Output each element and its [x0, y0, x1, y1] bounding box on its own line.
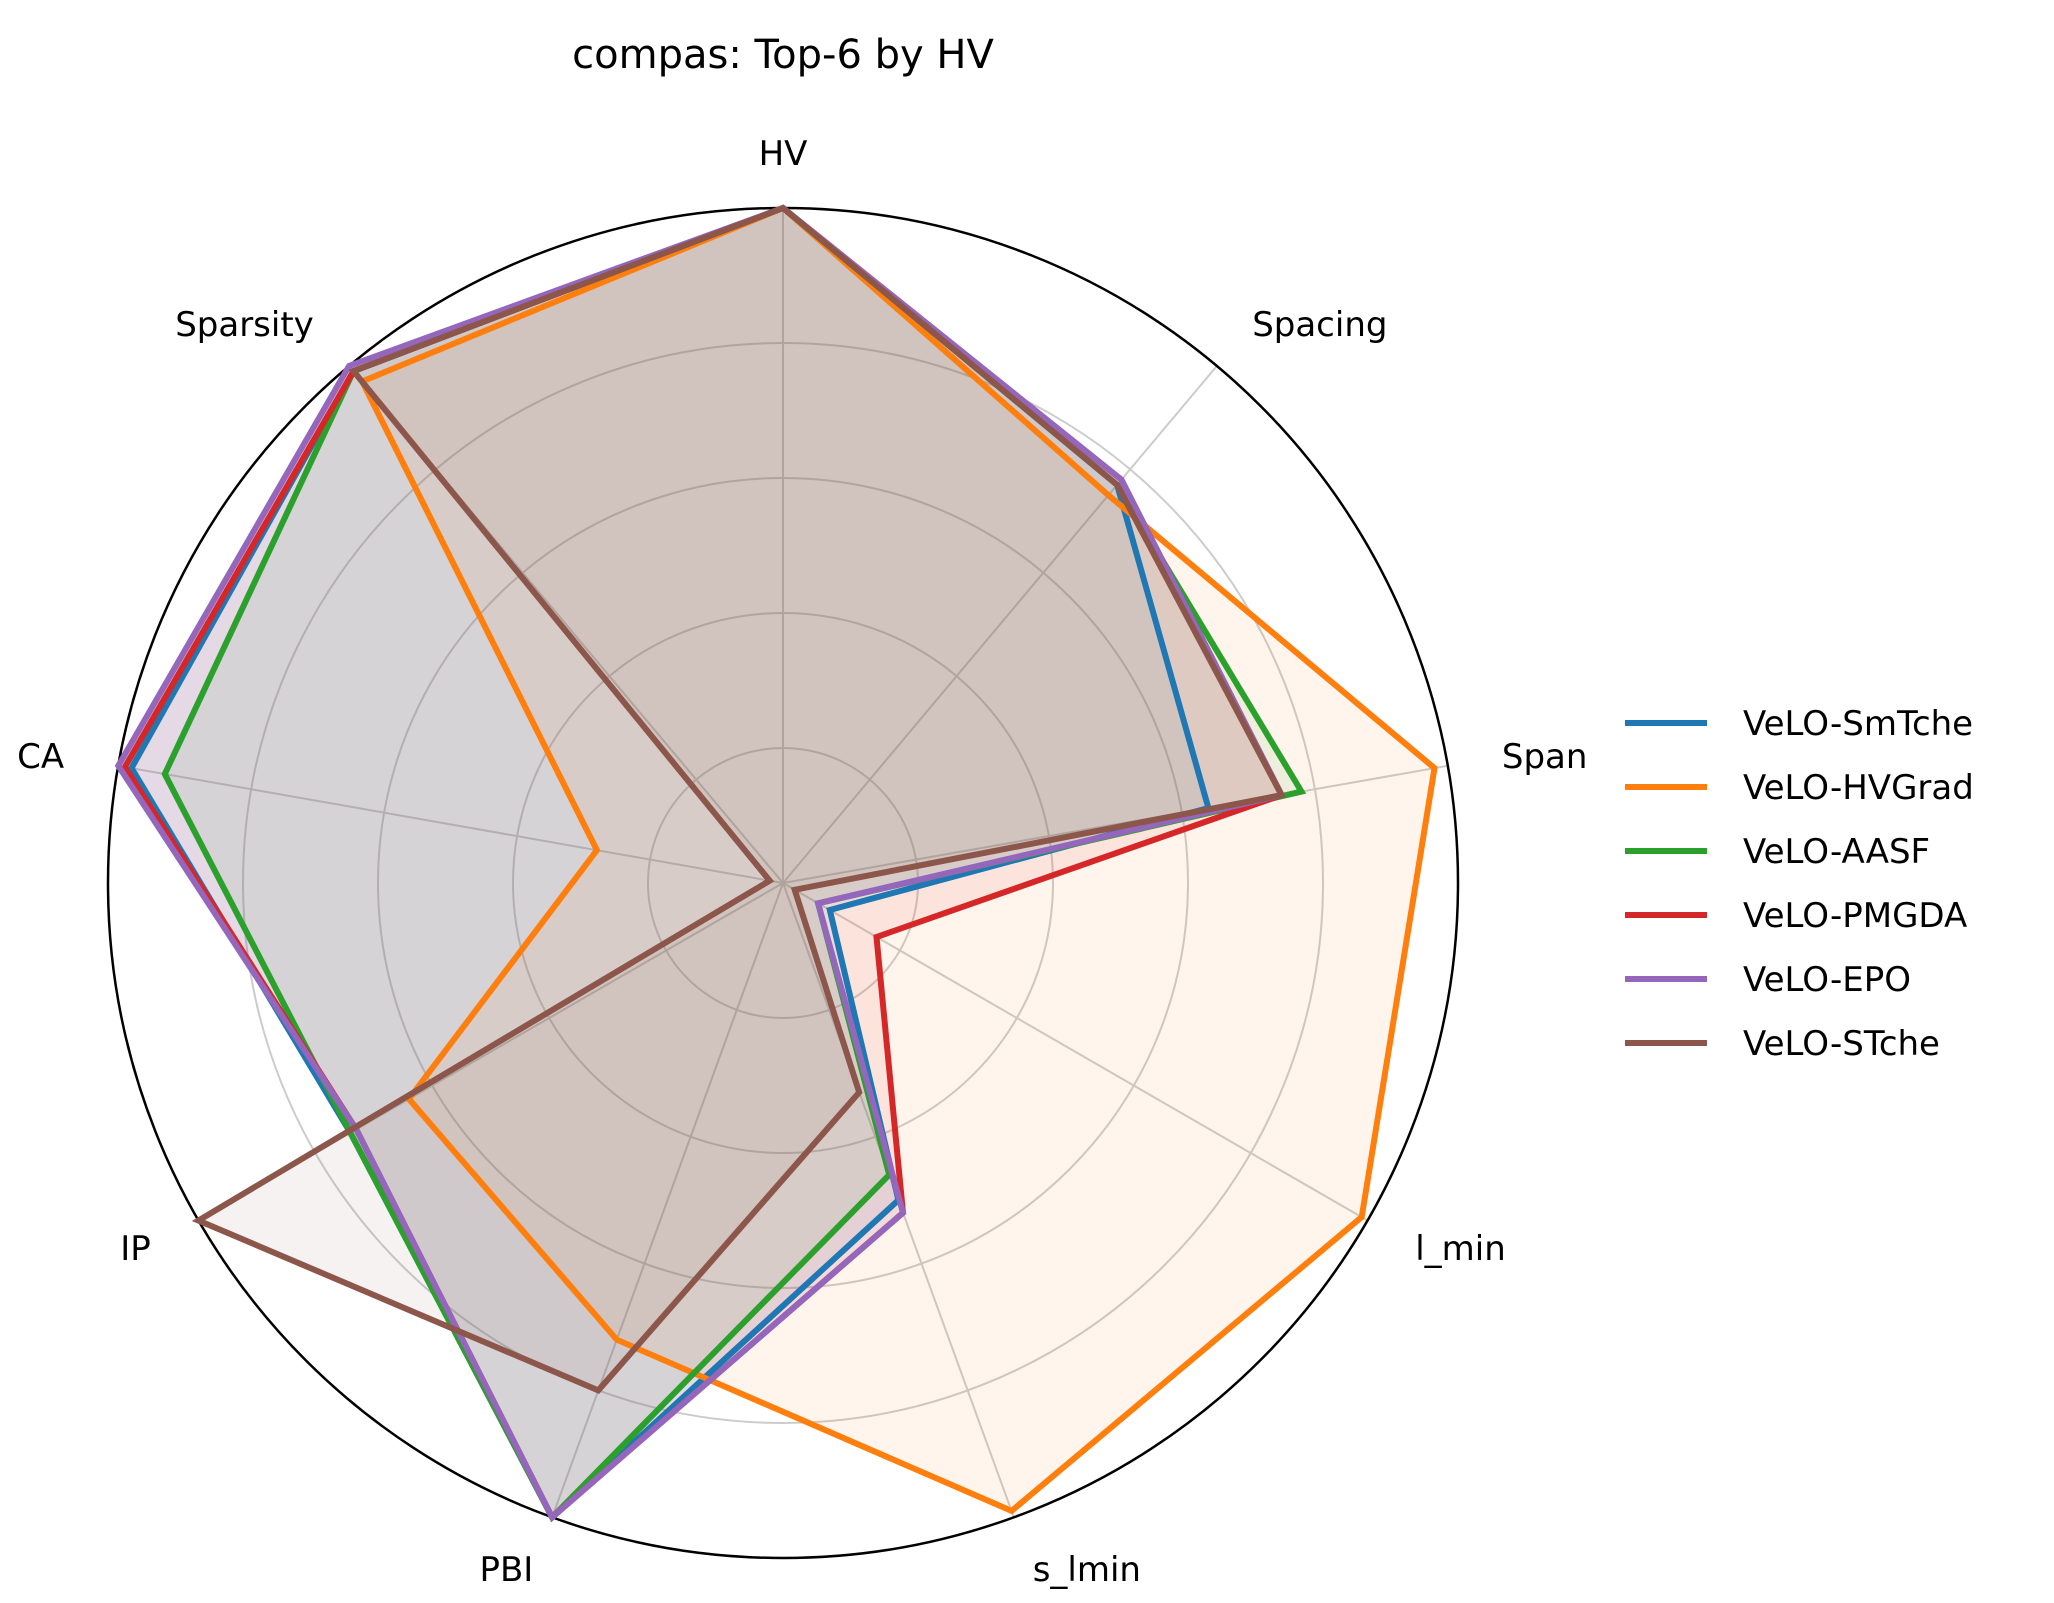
series-line-velo-stche: [191, 204, 1287, 1395]
legend-label: VeLO-PMGDA: [1743, 896, 1967, 936]
legend-item-velo-pmgda: VeLO-PMGDA: [1625, 896, 1967, 936]
axis-label-spacing: Spacing: [1252, 305, 1387, 345]
axis-label-sparsity: Sparsity: [175, 305, 314, 345]
legend-label: VeLO-SmTche: [1743, 704, 1973, 744]
series-fill-velo-epo: [118, 208, 1282, 1518]
series-line-velo-epo: [114, 204, 1287, 1523]
series-fill-velo-pmgda: [124, 208, 1282, 1518]
legend-label: VeLO-AASF: [1743, 832, 1930, 872]
legend-item-velo-stche: VeLO-STche: [1625, 1024, 1940, 1064]
legend-label: VeLO-HVGrad: [1743, 768, 1974, 808]
axis-label-span: Span: [1502, 737, 1588, 777]
legend-label: VeLO-EPO: [1743, 960, 1911, 1000]
legend: VeLO-SmTche VeLO-HVGrad VeLO-AASF VeLO-PMGD…: [1625, 704, 1974, 1064]
legend-item-velo-aasf: VeLO-AASF: [1625, 832, 1930, 872]
series-line-velo-aasf: [161, 204, 1307, 1523]
axis-label-ip: IP: [120, 1229, 151, 1269]
spoke-line: [551, 882, 784, 1518]
legend-item-velo-smtche: VeLO-SmTche: [1625, 704, 1973, 744]
axis-label-hv: HV: [759, 134, 808, 174]
spoke-line: [118, 764, 784, 884]
legend-label: VeLO-STche: [1743, 1024, 1940, 1064]
chart-title: compas: Top-6 by HV: [572, 32, 994, 78]
series-lines: [114, 204, 1438, 1523]
series-fill-velo-stche: [198, 208, 1282, 1391]
series-fill-velo-hvgrad: [362, 208, 1435, 1511]
axis-label-ca: CA: [17, 737, 64, 777]
series-line-velo-hvgrad: [357, 204, 1438, 1515]
legend-item-velo-epo: VeLO-EPO: [1625, 960, 1911, 1000]
axis-label-l_min: l_min: [1415, 1229, 1506, 1269]
legend-item-velo-hvgrad: VeLO-HVGrad: [1625, 768, 1974, 808]
series-fill-velo-aasf: [164, 208, 1302, 1518]
grid-layer: [106, 206, 1460, 1560]
spoke-line: [782, 882, 1369, 1222]
axis-label-s_lmin: s_lmin: [1033, 1550, 1141, 1590]
spoke-line: [782, 365, 1218, 884]
axis-label-pbi: PBI: [479, 1550, 533, 1590]
series-fills: [118, 208, 1435, 1518]
axis-labels: HV Spacing Span l_min s_lmin PBI IP CA Sparsity: [17, 134, 1587, 1590]
series-fill-velo-smtche: [131, 208, 1209, 1518]
series-line-velo-smtche: [128, 204, 1213, 1523]
